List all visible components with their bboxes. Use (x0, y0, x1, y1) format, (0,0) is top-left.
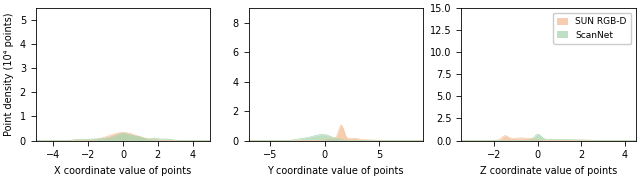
X-axis label: Y coordinate value of points: Y coordinate value of points (268, 166, 404, 176)
X-axis label: Z coordinate value of points: Z coordinate value of points (480, 166, 617, 176)
Legend: SUN RGB-D, ScanNet: SUN RGB-D, ScanNet (553, 13, 631, 44)
Y-axis label: Point density (10⁴ points): Point density (10⁴ points) (4, 13, 14, 136)
X-axis label: X coordinate value of points: X coordinate value of points (54, 166, 191, 176)
